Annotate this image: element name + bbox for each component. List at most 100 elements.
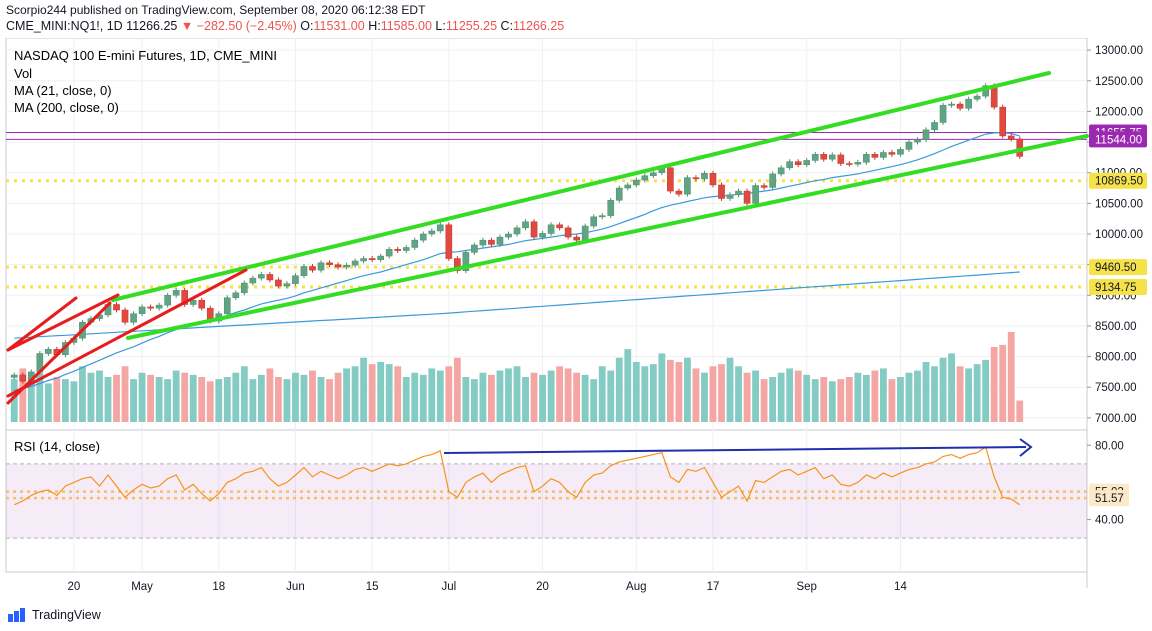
candle (948, 101, 955, 108)
candle (769, 171, 776, 190)
volume-bar (982, 359, 990, 422)
channel-lower-line[interactable] (126, 134, 1089, 340)
rsi-arrow[interactable] (443, 438, 1033, 457)
volume-bar (709, 366, 717, 422)
volume-bar (292, 372, 299, 422)
candle (615, 185, 623, 203)
volume-bar (505, 368, 512, 422)
candle (266, 272, 274, 283)
volume-bar (428, 368, 436, 422)
volume-bar (624, 349, 632, 422)
volume-bar (556, 366, 564, 422)
publisher-name: Scorpio244 (6, 3, 67, 17)
low-value: 11255.25 (445, 19, 498, 33)
candle (283, 281, 291, 289)
candle (880, 150, 887, 160)
volume-bar (206, 381, 214, 422)
volume-bar (10, 379, 18, 422)
candle (172, 287, 180, 298)
volume-bar (215, 379, 223, 422)
volume-bar (470, 379, 478, 422)
volume-bar (777, 372, 785, 422)
open-label: O: (300, 19, 314, 33)
volume-bar (1016, 400, 1024, 422)
rsi-axis[interactable]: 80.00 40.00 (1087, 440, 1124, 527)
volume-bar (539, 374, 546, 422)
volume-bar (615, 357, 623, 422)
volume-bar (956, 366, 964, 422)
volume-bar (61, 379, 69, 422)
volume-bar (581, 374, 589, 422)
volume-bar (769, 377, 777, 422)
candle (360, 256, 367, 264)
candle (121, 307, 129, 325)
volume-bar (649, 364, 657, 422)
volume-bar (70, 381, 78, 422)
volume-bar (232, 372, 240, 422)
price-axis[interactable]: 13000.0012500.0012000.0011500.0011000.00… (1087, 45, 1143, 425)
rsi-legend: RSI (14, close) (14, 439, 100, 454)
red-trendline-4[interactable] (6, 268, 248, 398)
volume-bar (309, 370, 316, 422)
volume-bar (189, 374, 197, 422)
red-trendline-3[interactable] (6, 296, 78, 352)
volume-bar (385, 364, 393, 422)
volume-bar (658, 353, 666, 422)
candle (752, 183, 759, 206)
volume-bar (888, 379, 896, 422)
candle (385, 246, 393, 259)
volume-bar (334, 372, 342, 422)
volume-bar (453, 357, 461, 422)
candle (1007, 133, 1015, 142)
volume-bar (854, 372, 862, 422)
volume-bar (675, 362, 683, 422)
price-tick-label: 7000.00 (1095, 413, 1137, 425)
candle (147, 304, 154, 311)
candle (436, 222, 444, 234)
volume-bar (181, 372, 189, 422)
footer[interactable]: TradingView (8, 608, 101, 622)
price-tag (1089, 172, 1147, 189)
candle (590, 214, 598, 229)
volume-bar (436, 370, 444, 422)
volume-bar (879, 368, 887, 422)
candle (794, 159, 802, 168)
volume-bars (10, 332, 1024, 422)
channel-upper-line[interactable] (111, 71, 1051, 302)
volume-bar (130, 379, 137, 422)
candle (522, 219, 529, 231)
volume-bar (300, 374, 308, 422)
volume-bar (607, 370, 615, 422)
candle (922, 127, 930, 143)
candle (530, 219, 538, 240)
candle (905, 139, 913, 152)
ohlc-bar: CME_MINI:NQ1!, 1D 11266.25 ▼ −282.50 (−2… (6, 19, 564, 33)
time-tick-label: 15 (366, 581, 379, 593)
trendlines[interactable] (6, 71, 1089, 405)
candle (130, 311, 137, 325)
close-label: C: (500, 19, 514, 33)
volume-bar (360, 357, 368, 422)
price-chart[interactable]: NASDAQ 100 E-mini Futures, 1D, CME_MINI … (0, 38, 1152, 604)
volume-bar (249, 379, 257, 422)
volume-bar (598, 366, 606, 422)
publish-info: Scorpio244 published on TradingView.com,… (6, 3, 425, 17)
candle (701, 170, 708, 182)
symbol: CME_MINI:NQ1!, 1D (6, 19, 123, 33)
candle (113, 302, 120, 313)
candle (505, 231, 512, 240)
volume-bar (104, 377, 112, 422)
candle (760, 183, 768, 190)
price-tick-label: 12000.00 (1095, 106, 1143, 118)
candle (709, 170, 717, 188)
volume-bar (462, 377, 470, 422)
time-tick-label: 17 (707, 581, 720, 593)
rsi-pane[interactable] (5, 429, 1088, 573)
volume-bar (87, 372, 95, 422)
volume-bar (283, 379, 291, 422)
volume-bar (973, 364, 981, 422)
candle (539, 230, 546, 240)
red-trendline-1[interactable] (6, 293, 120, 352)
time-axis[interactable]: 20 May 18 Jun 15 Jul 20 Aug 17 Sep 14 (68, 581, 908, 593)
volume-bar (641, 366, 649, 422)
